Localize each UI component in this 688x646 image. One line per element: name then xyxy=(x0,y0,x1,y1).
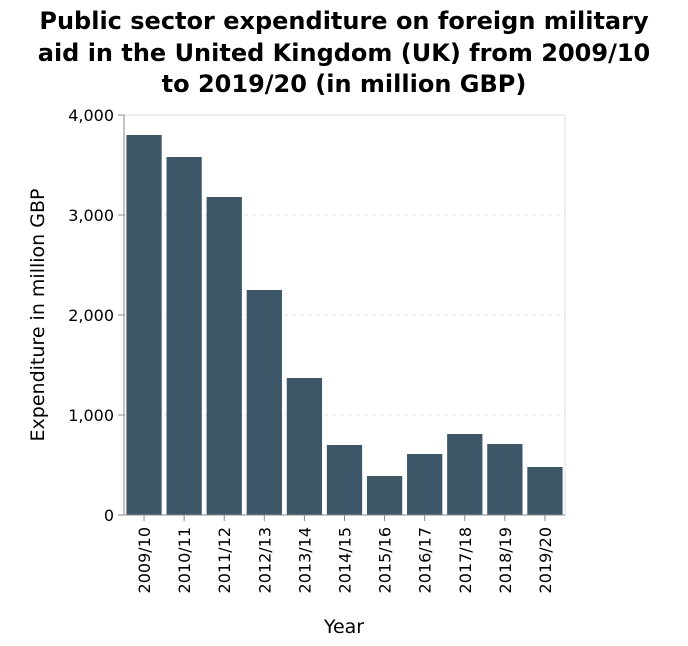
x-tick-label: 2015/16 xyxy=(376,527,395,593)
chart-title: Public sector expenditure on foreign mil… xyxy=(38,7,651,98)
bar-2015-16 xyxy=(366,476,403,515)
chart-title-line-1: Public sector expenditure on foreign mil… xyxy=(39,7,649,35)
x-tick-label: 2011/12 xyxy=(215,527,234,593)
bar-2011-12 xyxy=(206,197,242,515)
bar-2012-13 xyxy=(246,290,282,515)
y-tick-label: 1,000 xyxy=(68,406,114,425)
y-tick-label: 0 xyxy=(104,506,114,525)
x-tick-label: 2012/13 xyxy=(255,527,274,593)
x-tick-label: 2013/14 xyxy=(295,527,314,593)
y-axis-title: Expenditure in million GBP xyxy=(27,189,49,442)
x-tick-label: 2016/17 xyxy=(416,527,435,593)
chart-title-line-3: to 2019/20 (in million GBP) xyxy=(162,70,527,98)
bar-2013-14 xyxy=(286,378,323,515)
chart-title-line-2: aid in the United Kingdom (UK) from 2009… xyxy=(38,39,651,67)
bar-2017-18 xyxy=(447,434,483,515)
x-tick-label: 2017/18 xyxy=(456,527,475,593)
bar-2019-20 xyxy=(527,467,563,515)
x-tick-label: 2019/20 xyxy=(536,527,555,593)
x-tick-label: 2009/10 xyxy=(135,527,154,593)
y-tick-label: 4,000 xyxy=(68,106,114,125)
y-tick-label: 3,000 xyxy=(68,206,114,225)
x-tick-label: 2018/19 xyxy=(496,527,515,593)
bar-2010-11 xyxy=(166,157,202,515)
bar-2018-19 xyxy=(487,444,523,515)
x-tick-label: 2014/15 xyxy=(336,527,355,593)
y-tick-label: 2,000 xyxy=(68,306,114,325)
bar-2014-15 xyxy=(326,445,363,515)
x-axis-title: Year xyxy=(323,616,364,638)
bars xyxy=(126,135,563,515)
bar-2009-10 xyxy=(126,135,162,515)
bar-2016-17 xyxy=(407,454,443,515)
y-axis: 0 1,000 2,000 3,000 4,000 xyxy=(68,106,125,525)
x-tick-label: 2010/11 xyxy=(175,527,194,593)
x-axis: 2009/10 2010/11 2011/12 2012/13 2013/14 2014/… xyxy=(124,514,565,593)
